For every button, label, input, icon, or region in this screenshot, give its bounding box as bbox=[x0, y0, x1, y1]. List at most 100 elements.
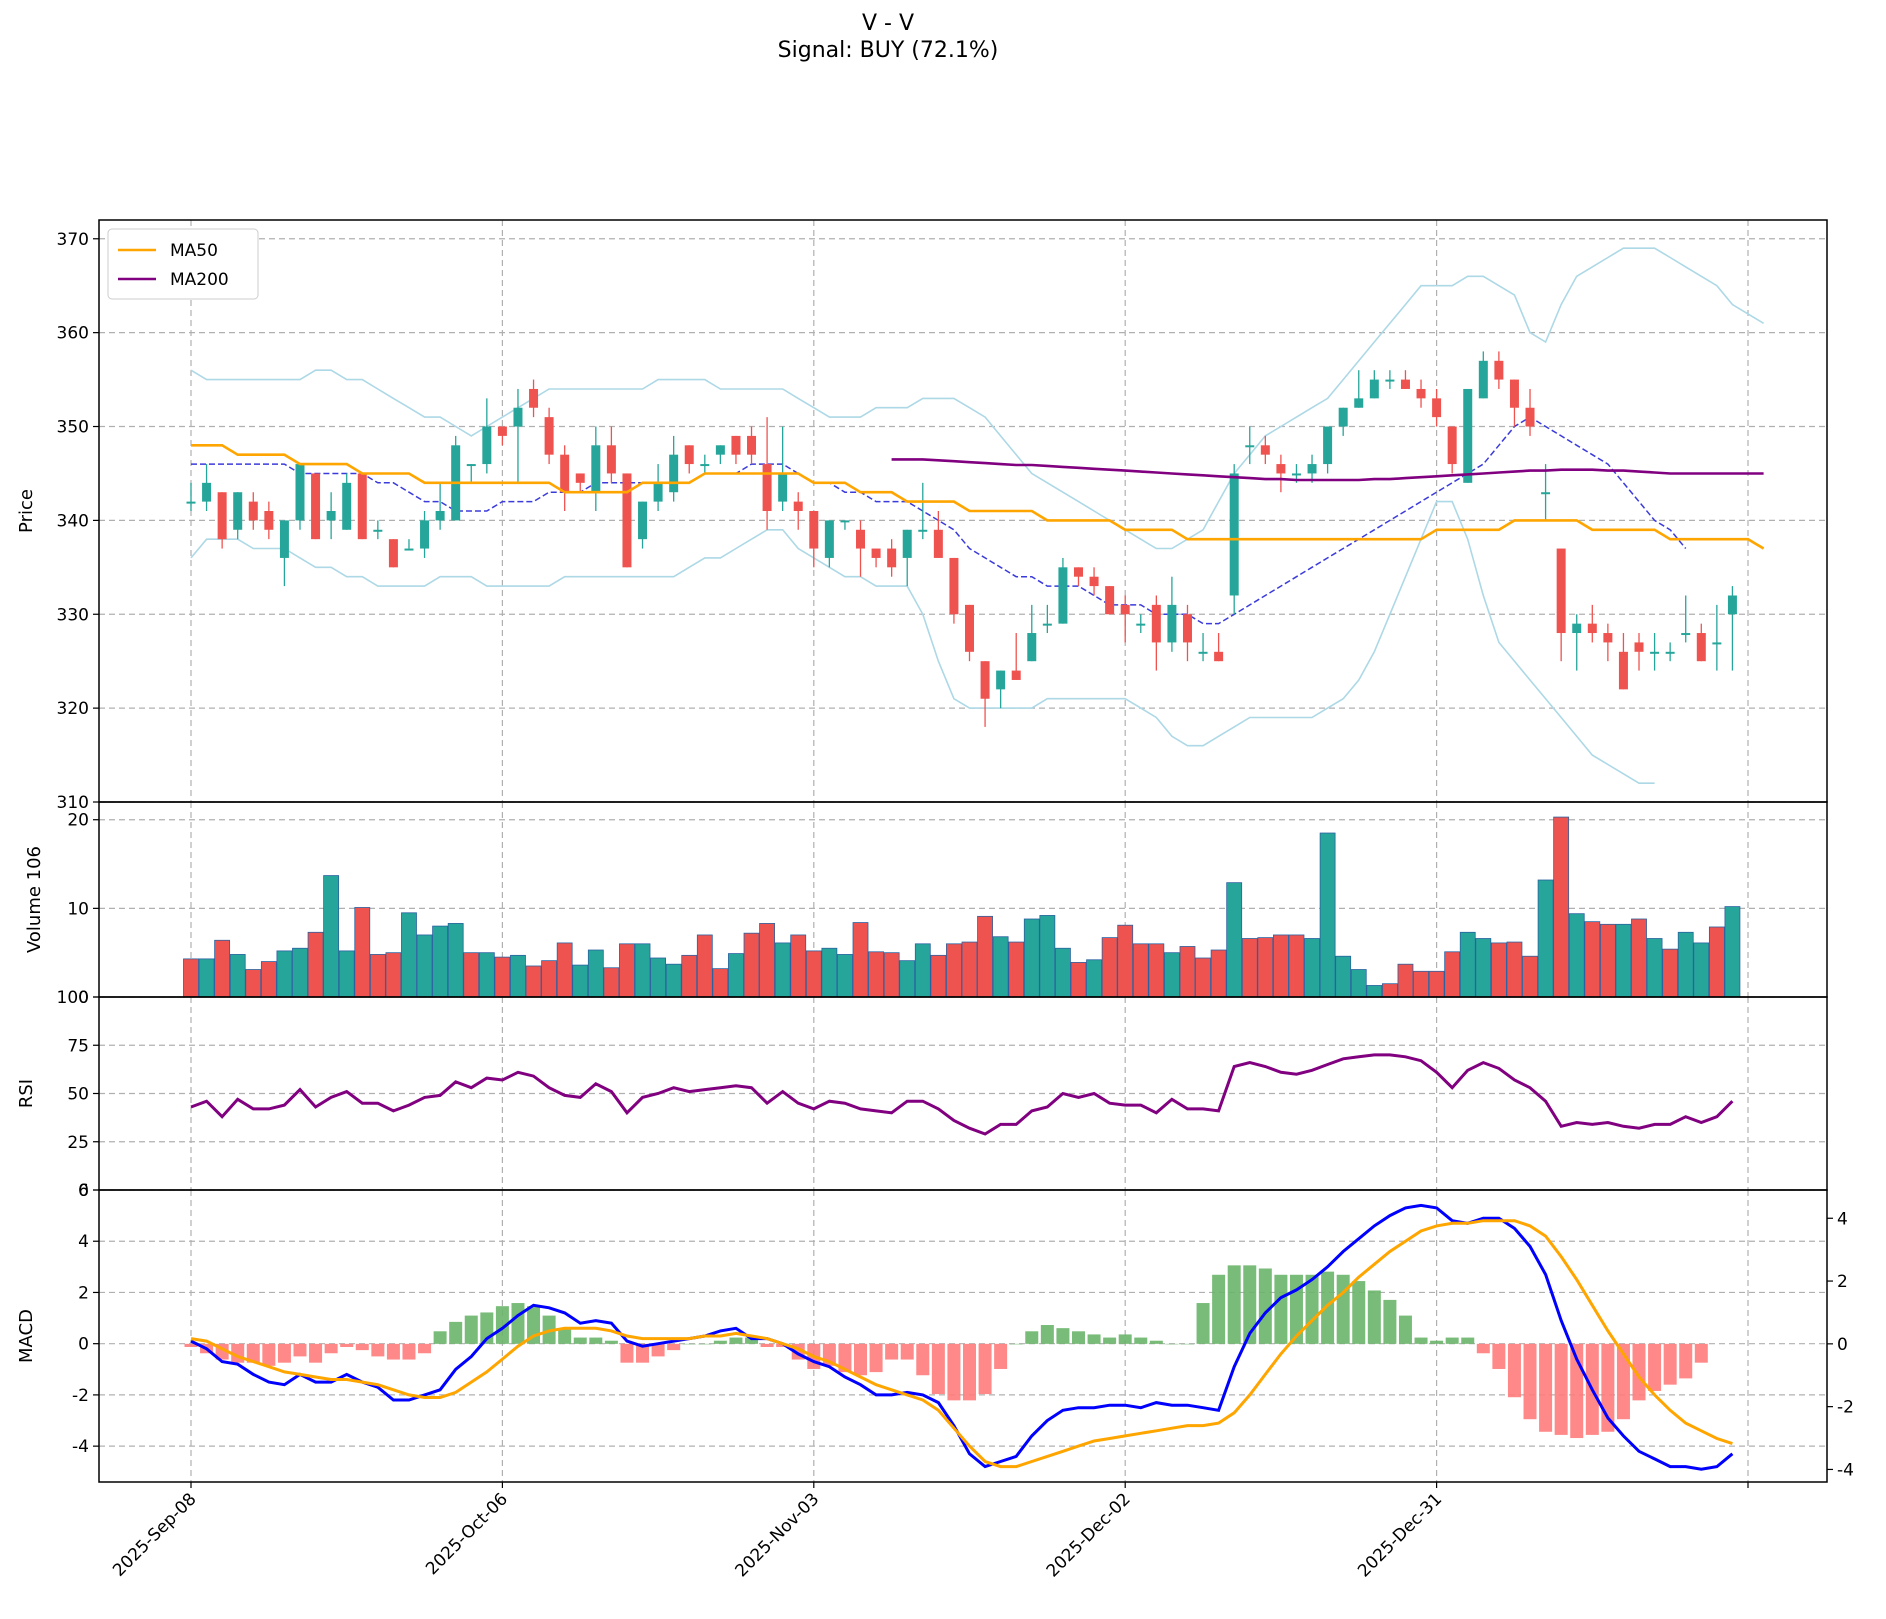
volume-bar bbox=[634, 943, 651, 998]
macd-histogram-bar bbox=[1180, 1343, 1194, 1345]
volume-bar bbox=[1210, 949, 1227, 998]
volume-bar bbox=[1693, 942, 1710, 998]
volume-bar bbox=[899, 960, 916, 998]
volume-bar bbox=[447, 923, 464, 998]
candle-body bbox=[980, 661, 990, 699]
candle-body bbox=[1198, 651, 1208, 654]
volume-y-tick-label: 10 bbox=[67, 899, 89, 919]
volume-bar bbox=[650, 957, 666, 998]
candle-body bbox=[591, 445, 601, 493]
rsi-y-tick-label: 50 bbox=[67, 1085, 89, 1105]
volume-bar bbox=[1662, 948, 1679, 998]
volume-bar bbox=[619, 943, 635, 998]
macd-histogram-bar bbox=[246, 1343, 260, 1363]
volume-bar bbox=[587, 949, 604, 998]
candle-body bbox=[248, 501, 258, 521]
rsi-line bbox=[190, 1053, 1734, 1136]
candle-body bbox=[1011, 670, 1021, 680]
macd-histogram-bar bbox=[698, 1343, 712, 1345]
volume-y-tick-label: 0 bbox=[78, 988, 89, 1008]
macd-histogram-bar bbox=[1352, 1281, 1366, 1344]
candle-body bbox=[1307, 464, 1317, 474]
candle-body bbox=[1681, 633, 1691, 636]
macd-histogram-bar bbox=[885, 1343, 899, 1360]
volume-bar bbox=[1490, 942, 1507, 998]
candle-body bbox=[373, 529, 383, 532]
candle-body bbox=[871, 548, 881, 558]
macd-histogram-bar bbox=[1461, 1337, 1475, 1344]
macd-histogram-bar bbox=[838, 1343, 852, 1373]
candle-body bbox=[1151, 604, 1161, 643]
macd-histogram-bar bbox=[1071, 1331, 1085, 1344]
macd-histogram-bar bbox=[1321, 1271, 1335, 1344]
volume-bar bbox=[432, 925, 449, 998]
volume-bar bbox=[401, 912, 417, 998]
macd-y-tick-label: 4 bbox=[78, 1232, 89, 1252]
candle-body bbox=[217, 492, 227, 540]
candle-body bbox=[1260, 445, 1270, 455]
candle-body bbox=[1105, 586, 1115, 615]
candle-body bbox=[295, 464, 305, 521]
volume-bar bbox=[790, 934, 807, 998]
candle-body bbox=[1650, 651, 1660, 654]
candle-body bbox=[1572, 623, 1582, 634]
macd-histogram-bar bbox=[277, 1343, 291, 1363]
macd-histogram-bar bbox=[1663, 1343, 1677, 1385]
macd-histogram-bar bbox=[1648, 1343, 1662, 1391]
macd-histogram-bar bbox=[620, 1343, 634, 1363]
macd-histogram-bar bbox=[1679, 1343, 1693, 1379]
candle-body bbox=[529, 388, 539, 408]
macd-histogram-bar bbox=[1539, 1343, 1553, 1432]
volume-bar bbox=[198, 958, 215, 998]
volume-bar bbox=[868, 951, 884, 998]
volume-bar bbox=[1335, 955, 1352, 998]
price-y-tick-label: 320 bbox=[57, 699, 89, 719]
candle-body bbox=[762, 464, 772, 511]
macd-histogram-bar bbox=[433, 1331, 447, 1344]
candle-body bbox=[1369, 379, 1379, 399]
candle-body bbox=[1042, 623, 1052, 626]
volume-bar bbox=[1350, 969, 1367, 998]
macd-histogram-bar bbox=[1243, 1265, 1257, 1344]
candle-body bbox=[606, 445, 616, 474]
volume-bar bbox=[1132, 943, 1149, 998]
volume-bar bbox=[1304, 938, 1320, 998]
candle-body bbox=[1027, 633, 1037, 662]
macd-histogram-bar bbox=[1445, 1337, 1459, 1344]
macd-histogram-bar bbox=[978, 1343, 992, 1395]
volume-bar bbox=[1273, 934, 1289, 998]
volume-bar bbox=[463, 952, 480, 998]
candle-body bbox=[949, 557, 959, 615]
macd-histogram-bar bbox=[900, 1343, 914, 1360]
macd-histogram-bar bbox=[760, 1343, 774, 1347]
macd-histogram-bar bbox=[262, 1343, 276, 1366]
volume-bar bbox=[1708, 926, 1725, 998]
rsi-y-tick-label: 25 bbox=[67, 1133, 89, 1153]
candle-body bbox=[1058, 567, 1068, 624]
macd-line bbox=[190, 1203, 1734, 1471]
macd-histogram-bar bbox=[636, 1343, 650, 1363]
macd-y-tick-label: 6 bbox=[78, 1181, 89, 1201]
candle-body bbox=[887, 548, 897, 568]
volume-bar bbox=[712, 968, 729, 998]
volume-bar bbox=[743, 932, 760, 998]
candle-body bbox=[1323, 426, 1333, 465]
volume-bar bbox=[1288, 934, 1305, 998]
axes-frame-macd bbox=[98, 1189, 1828, 1483]
macd-histogram-bar bbox=[1087, 1334, 1101, 1344]
candle-body bbox=[342, 482, 352, 530]
candle-body bbox=[1509, 379, 1519, 408]
candle-body bbox=[809, 511, 819, 549]
macd-histogram-bar bbox=[1258, 1268, 1272, 1344]
volume-bar bbox=[992, 936, 1009, 998]
candle-body bbox=[669, 454, 679, 493]
volume-bar bbox=[1039, 915, 1056, 998]
candle-body bbox=[326, 511, 336, 521]
macd-histogram-bar bbox=[1165, 1343, 1179, 1345]
volume-bar bbox=[1459, 931, 1476, 998]
price-y-tick-label: 370 bbox=[57, 230, 89, 250]
candle-body bbox=[1338, 407, 1348, 427]
candle-body bbox=[560, 454, 570, 493]
candle-body bbox=[388, 539, 398, 568]
candle-body bbox=[840, 520, 850, 523]
